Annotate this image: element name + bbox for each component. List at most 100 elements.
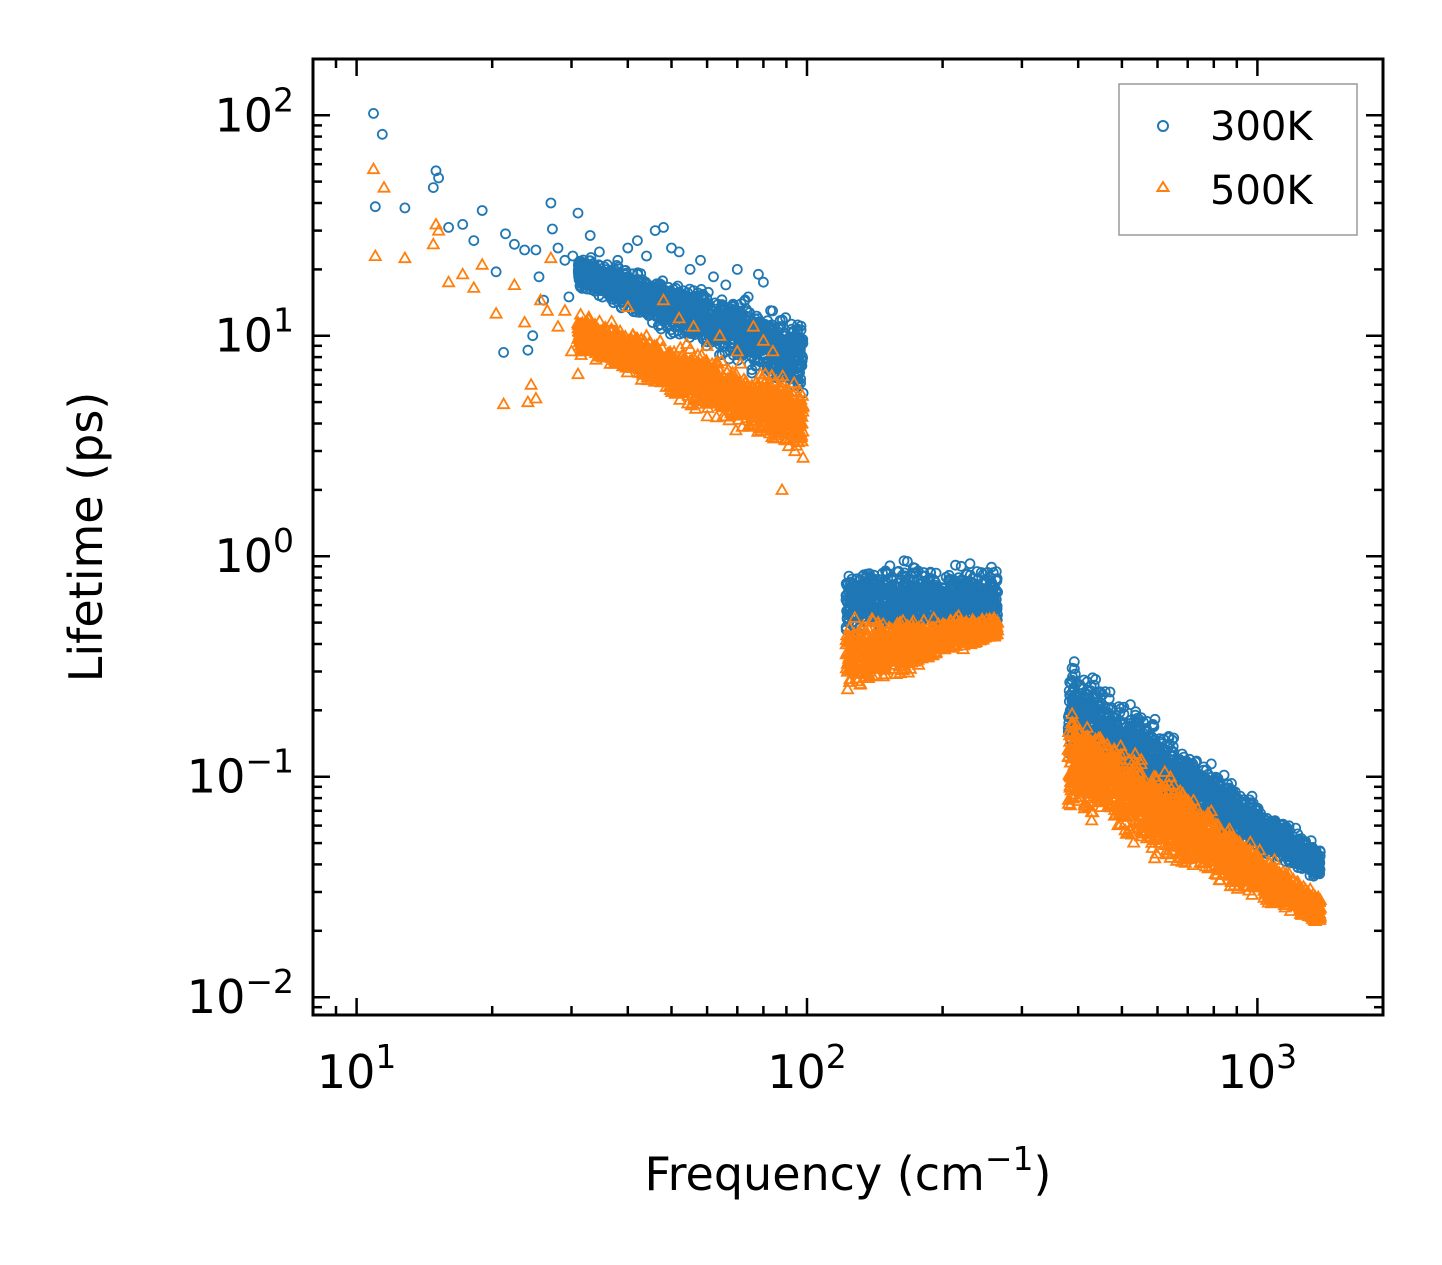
data-point-300K-band0-581 — [780, 312, 791, 324]
data-point-300K-35 — [641, 250, 652, 262]
data-point-300K-19 — [533, 271, 545, 283]
data-point-300K-band0-1485 — [698, 294, 710, 306]
data-point-300K-band0-1479 — [578, 265, 589, 277]
data-point-300K-band0-1421 — [737, 320, 748, 332]
data-point-300K-5 — [430, 165, 442, 177]
data-point-300K-band0-1442 — [764, 327, 775, 339]
data-point-300K-18 — [530, 244, 542, 256]
data-point-300K-30 — [594, 246, 605, 258]
data-point-300K-band0-1390 — [670, 304, 682, 315]
data-point-300K-band0-1478 — [754, 356, 766, 368]
data-point-300K-band0-1340 — [613, 287, 624, 299]
data-point-300K-band0-551 — [767, 305, 778, 317]
data-point-300K-band0-1470 — [768, 359, 779, 371]
data-point-300K-band0-1488 — [661, 321, 673, 333]
data-point-300K-3 — [399, 202, 411, 214]
data-point-300K-band0-1419 — [723, 353, 735, 365]
data-point-300K-band0-1494 — [657, 290, 669, 302]
data-point-300K-band0-980 — [739, 294, 751, 306]
data-point-300K-14 — [509, 238, 520, 250]
data-point-300K-band0-1345 — [700, 309, 712, 321]
data-point-300K-8 — [457, 218, 469, 230]
data-point-300K-band0-1474 — [611, 269, 623, 281]
data-point-300K-13 — [500, 228, 511, 240]
data-point-300K-29 — [584, 230, 596, 241]
data-point-300K-band0-1454 — [575, 266, 587, 278]
data-point-300K-10 — [476, 205, 488, 216]
data-point-300K-band0-1147 — [774, 315, 786, 326]
data-point-300K-band0-1483 — [625, 303, 637, 315]
data-point-300K-band0-1293 — [651, 278, 663, 290]
data-point-300K-band0-1139 — [657, 275, 668, 287]
data-point-300K-band0-773 — [786, 318, 797, 330]
data-point-300K-34 — [632, 235, 643, 247]
data-point-300K-25 — [563, 291, 575, 303]
data-point-300K-41 — [695, 254, 706, 266]
data-point-300K-band0-1493 — [774, 358, 786, 370]
data-point-300K-43 — [720, 279, 732, 291]
data-point-300K-4 — [427, 182, 439, 194]
data-point-300K-band0-1472 — [782, 359, 794, 371]
data-point-300K-33 — [622, 242, 634, 254]
data-point-300K-42 — [708, 271, 719, 283]
data-point-300K-2 — [376, 128, 388, 140]
data-point-300K-band0-1491 — [615, 290, 627, 302]
data-point-300K-band0-1379 — [786, 323, 798, 335]
data-point-300K-band0-1423 — [619, 280, 631, 292]
data-point-300K-23 — [552, 242, 564, 254]
data-point-300K-band0-1436 — [632, 287, 643, 299]
data-point-300K-11 — [490, 266, 502, 278]
data-point-300K-6 — [433, 172, 445, 184]
data-point-300K-band0-1169 — [746, 364, 758, 376]
data-point-300K-21 — [545, 197, 557, 209]
data-point-300K-band0-1475 — [696, 299, 708, 311]
data-point-300K-band0-1400 — [749, 342, 761, 354]
data-point-300K-band0-1469 — [575, 278, 587, 289]
data-point-300K-46 — [753, 268, 764, 280]
data-point-300K-1 — [369, 201, 381, 213]
data-point-300K-band0-1473 — [792, 361, 804, 373]
data-point-300K-26 — [567, 250, 579, 262]
data-point-300K-band0-1480 — [719, 316, 731, 328]
data-point-300K-47 — [758, 276, 769, 288]
data-point-300K-band0-1409 — [684, 283, 696, 295]
data-point-300K-band0-1489 — [788, 339, 799, 351]
data-point-300K-39 — [673, 246, 685, 258]
data-point-300K-band0-1432 — [583, 267, 594, 279]
data-point-300K-band0-1444 — [731, 323, 743, 335]
data-point-300K-9 — [468, 235, 480, 247]
data-point-300K-band0-1482 — [773, 347, 785, 359]
data-point-300K-band0-1174 — [577, 254, 589, 266]
data-point-300K-24 — [559, 254, 571, 266]
data-point-300K-band0-1498 — [684, 313, 696, 325]
data-point-300K-22 — [547, 223, 558, 235]
data-point-300K-band0-1499 — [792, 323, 804, 335]
data-point-300K-17 — [527, 330, 539, 342]
data-point-300K-band0-1496 — [682, 291, 694, 303]
data-point-300K-band0-1462 — [748, 354, 760, 366]
data-point-300K-band0-1324 — [626, 279, 638, 291]
data-point-300K-band0-1437 — [714, 308, 725, 320]
data-point-300K-15 — [519, 244, 530, 256]
data-point-300K-32 — [612, 254, 624, 266]
data-point-300K-band0-1424 — [590, 276, 602, 288]
data-point-300K-band0-654 — [702, 286, 714, 298]
data-point-300K-27 — [572, 207, 584, 219]
data-point-300K-band0-1466 — [703, 316, 714, 328]
data-point-300K-band0-1318 — [612, 273, 623, 285]
data-point-300K-16 — [522, 344, 534, 356]
data-point-300K-band0-1458 — [723, 302, 734, 314]
data-point-300K-band0-1354 — [734, 305, 746, 317]
data-point-300K-band0-1497 — [636, 297, 648, 309]
data-point-300K-band0-1477 — [598, 284, 609, 296]
data-point-300K-44 — [731, 263, 743, 275]
data-point-300K-band0-1451 — [716, 294, 728, 306]
data-point-300K-band0-1490 — [698, 315, 710, 327]
data-point-300K-band0-1343 — [632, 267, 644, 279]
data-point-300K-12 — [498, 346, 510, 358]
data-points-layer — [366, 108, 1328, 926]
data-point-300K-7 — [443, 221, 455, 233]
data-point-300K-band0-1325 — [775, 321, 787, 332]
data-point-300K-40 — [684, 263, 696, 275]
